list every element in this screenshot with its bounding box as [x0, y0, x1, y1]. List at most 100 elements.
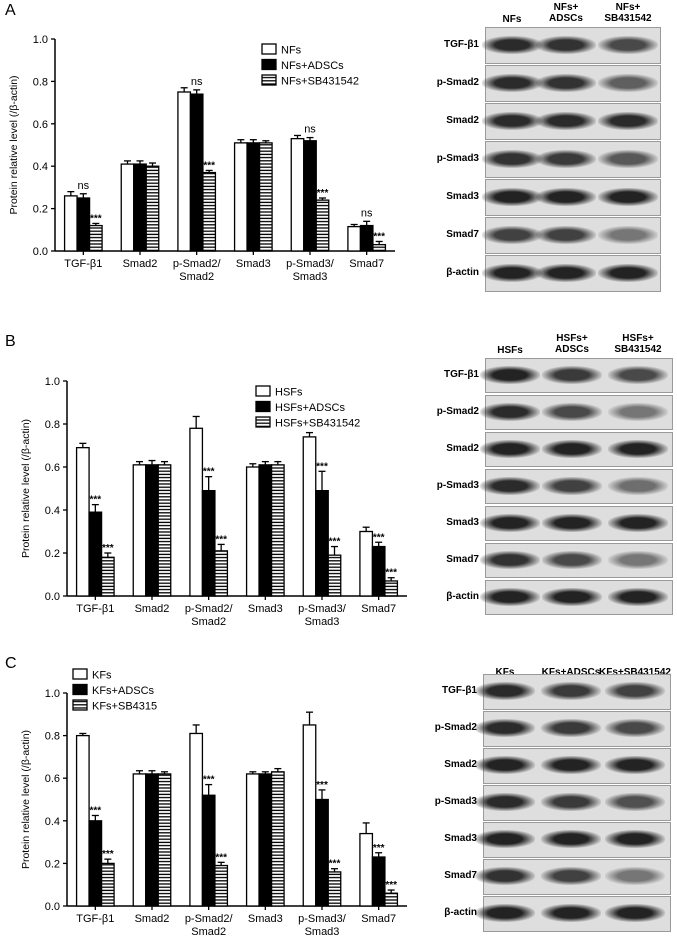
blot-band — [605, 756, 665, 774]
bar-chart-b: 0.0 0.2 0.4 0.6 0.8 1.0 Protein relative level… — [20, 376, 407, 628]
blot-band — [541, 719, 601, 737]
blot-band — [475, 719, 535, 737]
legend-swatch — [72, 699, 88, 711]
blot-band — [605, 867, 665, 885]
bar-kfs-sb4315 — [327, 871, 342, 907]
x-tick-label: p-Smad3/ — [298, 603, 347, 615]
x-tick-label: Smad2 — [123, 258, 158, 270]
blot-row-label: Smad3 — [446, 516, 479, 528]
x-tick-label: Smad3 — [305, 926, 340, 938]
bars: ns *** ns *** ns *** ns *** — [63, 76, 387, 252]
blot-lane-header: NFs — [502, 14, 522, 25]
blot-band — [475, 756, 535, 774]
y-tick-label: 1.0 — [45, 688, 60, 700]
x-tick-label: p-Smad2/ — [185, 603, 234, 615]
blot-band — [542, 476, 602, 495]
blot-band — [598, 225, 658, 244]
blot-band — [542, 402, 602, 421]
bar-hsfs-sb431542 — [157, 464, 172, 597]
bar-kfs-adscs — [258, 773, 273, 907]
blot-band — [608, 550, 668, 569]
blot-band — [480, 513, 540, 532]
blot-band — [608, 513, 668, 532]
bar-hsfs-sb431542 — [214, 550, 229, 597]
blot-lane-header: KFs+SB431542 — [599, 667, 671, 678]
blot-band — [605, 682, 665, 700]
significance-stars: *** — [373, 231, 385, 242]
legend-swatch — [255, 385, 271, 397]
y-tick-label: 0.8 — [45, 731, 60, 743]
legend-swatch — [255, 400, 271, 413]
bar-kfs-sb4315 — [384, 892, 399, 907]
legend-label: NFs+ADSCs — [281, 60, 344, 72]
significance-stars: *** — [329, 537, 341, 548]
blot-band — [541, 793, 601, 811]
blot-row-label: TGF-β1 — [444, 368, 479, 380]
legend-swatch — [255, 416, 271, 428]
blot-row-label: β-actin — [446, 590, 479, 602]
bar-kfs-sb4315 — [214, 864, 229, 907]
blot-row-label: Smad7 — [444, 870, 477, 881]
blot-band — [482, 73, 542, 92]
legend-label: NFs — [281, 45, 302, 57]
blot-lane-header: KFs+ADSCs — [541, 667, 601, 678]
blot-band — [536, 73, 596, 92]
blot-band — [542, 365, 602, 384]
bar-kfs — [302, 724, 317, 907]
blot-lane-header: HSFs+ SB431542 — [614, 333, 662, 355]
blot-band — [475, 867, 535, 885]
legend-label: HSFs — [275, 387, 303, 399]
legend-swatch — [261, 74, 277, 86]
significance-ns: ns — [304, 124, 316, 136]
legend-swatch — [261, 43, 277, 55]
bar-nfs-sb431542 — [145, 165, 160, 252]
blot-band — [482, 111, 542, 130]
blot-band — [480, 439, 540, 458]
axes: 0.0 0.2 0.4 0.6 0.8 1.0 Protein relative level… — [8, 34, 395, 283]
blot-band — [482, 187, 542, 206]
blot-row-label: p-Smad2 — [434, 722, 477, 733]
blot-band — [536, 263, 596, 282]
blot-band — [605, 830, 665, 848]
blot-band — [536, 111, 596, 130]
blot-band — [598, 35, 658, 54]
bar-chart-a: 0.0 0.2 0.4 0.6 0.8 1.0 Protein relative level… — [8, 34, 395, 283]
x-tick-label: Smad7 — [361, 603, 396, 615]
legend-swatch — [72, 668, 88, 680]
legend-swatch — [72, 683, 88, 696]
x-tick-label: Smad2 — [135, 603, 170, 615]
y-tick-label: 0.6 — [33, 119, 48, 131]
bar-kfs — [245, 773, 260, 907]
blot-row-label: Smad2 — [446, 442, 479, 454]
bar-hsfs-sb431542 — [384, 580, 399, 597]
y-axis-label: Protein relative level (/β-actin) — [20, 419, 32, 558]
axes: 0.0 0.2 0.4 0.6 0.8 1.0 Protein relative level… — [20, 688, 407, 938]
blot-band — [541, 867, 601, 885]
blot-band — [482, 225, 542, 244]
blot-row-label: Smad7 — [446, 553, 479, 565]
x-tick-label: TGF-β1 — [76, 913, 114, 925]
significance-stars: *** — [203, 467, 215, 478]
bar-kfs-adscs — [371, 856, 386, 907]
bar-hsfs-adscs — [371, 545, 386, 597]
blot-band — [480, 587, 540, 606]
blot-band — [605, 719, 665, 737]
blot-band — [541, 756, 601, 774]
bar-kfs — [359, 832, 374, 907]
significance-stars: *** — [385, 568, 397, 579]
bar-nfs-adscs — [76, 197, 91, 252]
blot-band — [536, 225, 596, 244]
panel-letter-a: A — [5, 2, 16, 19]
blot-band — [598, 111, 658, 130]
blot-row-label: Smad3 — [446, 190, 479, 202]
blot-band — [480, 476, 540, 495]
blot-band — [598, 73, 658, 92]
blot-row-label: p-Smad3 — [436, 479, 479, 491]
y-tick-label: 0.6 — [45, 773, 60, 785]
blot-band — [482, 35, 542, 54]
significance-stars: *** — [215, 534, 227, 545]
blot-row-label: Smad2 — [446, 114, 479, 126]
blot-row-label: β-actin — [444, 907, 477, 918]
x-tick-label: TGF-β1 — [76, 603, 114, 615]
bar-hsfs-adscs — [201, 489, 216, 597]
